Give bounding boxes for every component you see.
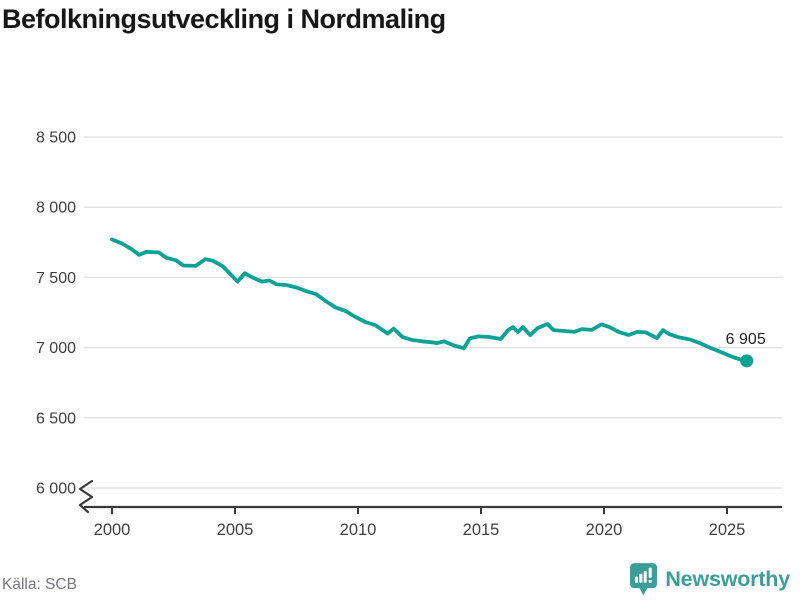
y-tick-label: 6 000 <box>36 481 76 498</box>
y-tick-label: 7 500 <box>36 270 76 287</box>
exclamation-stem <box>649 567 653 578</box>
chart-title: Befolkningsutveckling i Nordmaling <box>2 4 446 34</box>
y-tick-label: 8 000 <box>36 200 76 217</box>
x-tick-label: 2015 <box>463 521 500 539</box>
bar-small <box>635 576 639 583</box>
x-tick-label: 2005 <box>217 521 254 539</box>
y-tick-label: 6 500 <box>36 410 76 427</box>
axis-break-icon <box>78 479 94 514</box>
exclamation-dot <box>649 579 653 583</box>
x-tick-label: 2010 <box>340 521 377 539</box>
source-label: Källa: SCB <box>2 576 77 593</box>
newsworthy-bubble-chart-icon <box>630 562 658 595</box>
bar-medium <box>639 573 643 583</box>
newsworthy-wordmark: Newsworthy <box>665 566 790 591</box>
population-line <box>110 237 749 363</box>
y-tick-label: 7 000 <box>36 340 76 357</box>
y-tick-label: 8 500 <box>36 130 76 147</box>
bar-tall <box>644 570 648 583</box>
speech-bubble-shape <box>630 562 658 595</box>
x-tick-label: 2020 <box>586 521 623 539</box>
end-point-dot <box>740 354 754 368</box>
x-tick-label: 2000 <box>94 521 131 539</box>
x-tick-label: 2025 <box>709 521 746 539</box>
end-value-label: 6 905 <box>726 331 766 348</box>
newsworthy-logo[interactable]: Newsworthy <box>630 561 790 597</box>
